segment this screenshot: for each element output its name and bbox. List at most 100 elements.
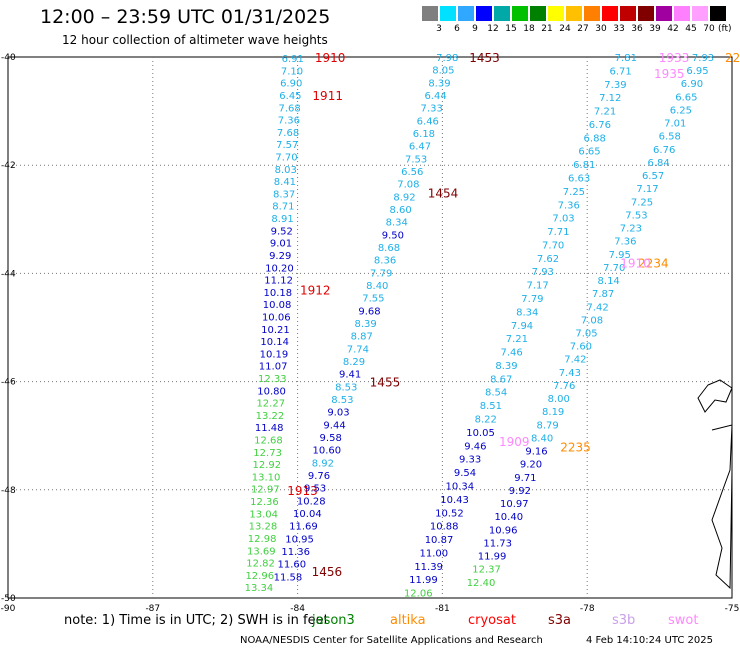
swh-value-altika: 7.53 bbox=[625, 210, 647, 221]
swh-value-jason3: 8.03 bbox=[275, 165, 297, 176]
scale-swatch bbox=[548, 6, 564, 21]
time-label-s3a: 1456 bbox=[312, 565, 343, 579]
x-tick-label: -84 bbox=[290, 604, 305, 614]
time-label-s3a: 1454 bbox=[428, 186, 459, 200]
swh-value-cryosat: 7.21 bbox=[594, 107, 616, 118]
swh-value-s3a: 9.41 bbox=[339, 370, 361, 381]
swh-value-altika: 10.96 bbox=[489, 525, 518, 536]
scale-swatch bbox=[494, 6, 510, 21]
swh-value-jason3: 12.36 bbox=[250, 497, 279, 508]
swh-value-altika: 9.71 bbox=[514, 473, 536, 484]
swh-value-cryosat: 7.36 bbox=[558, 200, 580, 211]
swh-value-jason3: 10.21 bbox=[261, 325, 290, 336]
swh-value-altika: 6.58 bbox=[659, 132, 681, 143]
scale-label: 30 bbox=[595, 24, 607, 34]
swh-value-s3a: 10.04 bbox=[293, 509, 322, 520]
swh-value-s3a: 6.47 bbox=[409, 142, 431, 153]
swh-value-altika: 6.65 bbox=[675, 92, 697, 103]
swh-value-cryosat: 10.52 bbox=[435, 508, 464, 519]
scale-swatch bbox=[710, 6, 726, 21]
swh-value-cryosat: 10.43 bbox=[440, 495, 469, 506]
swh-value-altika: 7.95 bbox=[609, 250, 631, 261]
swh-value-s3a: 8.68 bbox=[378, 243, 400, 254]
swh-value-altika: 6.25 bbox=[670, 105, 692, 116]
scale-label: 9 bbox=[472, 24, 478, 34]
legend-cryosat: cryosat bbox=[468, 613, 516, 628]
swh-value-s3a: 11.69 bbox=[289, 522, 318, 533]
swh-value-s3a: 9.76 bbox=[308, 471, 330, 482]
swh-value-altika: 8.19 bbox=[542, 407, 564, 418]
scale-swatch bbox=[476, 6, 492, 21]
swh-value-altika: 12.37 bbox=[472, 565, 501, 576]
swh-value-jason3: 6.91 bbox=[282, 54, 304, 65]
swh-value-altika: 7.01 bbox=[664, 119, 686, 130]
swh-value-jason3: 12.97 bbox=[251, 485, 280, 496]
time-label-altika: 2233 bbox=[725, 51, 740, 65]
swh-value-s3a: 11.60 bbox=[278, 560, 307, 571]
swh-value-altika: 7.17 bbox=[636, 184, 658, 195]
swh-value-jason3: 11.12 bbox=[264, 276, 293, 287]
swh-value-jason3: 10.18 bbox=[264, 288, 293, 299]
chart-subtitle: 12 hour collection of altimeter wave hei… bbox=[62, 33, 328, 47]
swh-value-cryosat: 7.79 bbox=[521, 294, 543, 305]
swh-value-s3a: 7.79 bbox=[370, 268, 392, 279]
swh-value-jason3: 11.48 bbox=[255, 423, 284, 434]
swh-value-cryosat: 8.51 bbox=[480, 401, 502, 412]
swh-value-jason3: 10.08 bbox=[263, 300, 292, 311]
swh-value-s3a: 7.74 bbox=[347, 344, 369, 355]
scale-swatch bbox=[422, 6, 438, 21]
swh-value-altika: 8.79 bbox=[536, 420, 558, 431]
swh-value-cryosat: 6.71 bbox=[609, 66, 631, 77]
swh-value-jason3: 12.73 bbox=[253, 448, 282, 459]
time-label-altika: 2234 bbox=[638, 257, 669, 271]
x-tick-label: -78 bbox=[580, 604, 595, 614]
swh-value-cryosat: 11.39 bbox=[414, 562, 443, 573]
y-tick-label: -42 bbox=[1, 161, 16, 171]
swh-value-s3a: 7.33 bbox=[421, 104, 443, 115]
swh-value-jason3: 13.34 bbox=[245, 583, 274, 594]
swh-value-s3a: 11.58 bbox=[274, 572, 303, 583]
swh-value-s3a: 6.56 bbox=[401, 167, 423, 178]
swh-value-cryosat: 8.34 bbox=[516, 307, 538, 318]
x-tick-label: -90 bbox=[1, 604, 16, 614]
scale-label: 33 bbox=[613, 24, 625, 34]
x-tick-label: -75 bbox=[725, 604, 740, 614]
swh-value-jason3: 6.45 bbox=[279, 91, 301, 102]
swh-value-jason3: 8.91 bbox=[271, 214, 293, 225]
swh-value-cryosat: 7.12 bbox=[599, 93, 621, 104]
swh-value-s3a: 8.92 bbox=[312, 458, 334, 469]
swh-value-altika: 8.14 bbox=[598, 276, 620, 287]
swh-value-s3a: 7.55 bbox=[362, 294, 384, 305]
swh-value-jason3: 7.10 bbox=[281, 66, 303, 77]
swh-value-s3a: 9.58 bbox=[320, 433, 342, 444]
swh-value-jason3: 10.06 bbox=[262, 312, 291, 323]
scale-label: 24 bbox=[559, 24, 571, 34]
swh-value-cryosat: 7.93 bbox=[532, 267, 554, 278]
swh-value-jason3: 13.22 bbox=[256, 411, 285, 422]
time-label-jason3: 1913 bbox=[287, 484, 318, 498]
swh-value-s3a: 8.05 bbox=[432, 66, 454, 77]
swh-value-jason3: 13.28 bbox=[249, 522, 278, 533]
swh-value-jason3: 10.14 bbox=[260, 337, 289, 348]
swh-value-s3a: 8.34 bbox=[386, 218, 408, 229]
swh-value-s3a: 9.44 bbox=[323, 420, 345, 431]
swh-value-jason3: 8.41 bbox=[274, 177, 296, 188]
scale-swatch bbox=[656, 6, 672, 21]
swh-value-altika: 7.76 bbox=[553, 381, 575, 392]
swh-value-altika: 9.92 bbox=[509, 486, 531, 497]
swh-value-s3a: 6.18 bbox=[413, 129, 435, 140]
swh-value-cryosat: 6.65 bbox=[578, 147, 600, 158]
swh-value-cryosat: 8.54 bbox=[485, 388, 507, 399]
swh-value-jason3: 7.36 bbox=[278, 116, 300, 127]
swh-value-s3a: 8.29 bbox=[343, 357, 365, 368]
swh-value-cryosat: 6.63 bbox=[568, 174, 590, 185]
scale-swatch bbox=[584, 6, 600, 21]
scale-label: 12 bbox=[487, 24, 499, 34]
swh-value-altika: 6.57 bbox=[642, 171, 664, 182]
swh-value-s3a: 10.28 bbox=[297, 496, 326, 507]
scale-swatch bbox=[674, 6, 690, 21]
swh-value-s3a: 8.92 bbox=[393, 192, 415, 203]
plot-frame bbox=[7, 56, 733, 599]
swh-value-jason3: 10.19 bbox=[260, 349, 289, 360]
swh-value-altika: 8.40 bbox=[531, 433, 553, 444]
